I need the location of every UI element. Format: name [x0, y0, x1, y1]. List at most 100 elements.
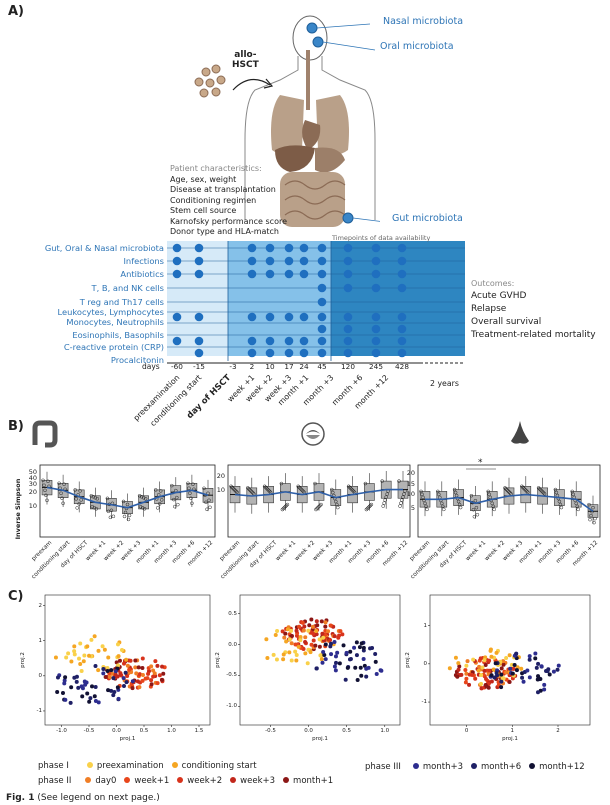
- scatter-frame: [429, 594, 591, 726]
- scatter-point: [323, 642, 328, 647]
- scatter-ytick: -1.0: [226, 703, 237, 710]
- scatter-point: [535, 690, 540, 695]
- scatter-point: [62, 681, 67, 686]
- scatter-point: [55, 675, 60, 680]
- scatter-ytick: 0: [38, 672, 43, 679]
- availability-dot: [397, 283, 407, 293]
- scatter-point: [74, 679, 79, 684]
- boxplot-point: [251, 491, 255, 495]
- scatter-point: [308, 650, 313, 655]
- availability-dot: [265, 243, 275, 253]
- scatter-point: [499, 666, 504, 671]
- boxplot-point: [297, 485, 301, 490]
- availability-dot: [317, 256, 327, 266]
- availability-dot: [397, 324, 407, 334]
- scatter-point: [275, 628, 280, 633]
- scatter-point: [297, 624, 302, 629]
- boxplot-point: [524, 488, 528, 493]
- scatter-point: [309, 617, 314, 622]
- boxplot-point: [127, 513, 132, 518]
- boxplot-point: [346, 484, 351, 489]
- scatter-point: [447, 666, 452, 671]
- boxplot-point: [348, 486, 353, 491]
- timeline-row-label: Antibiotics: [120, 269, 164, 279]
- legend-entry: preexamination: [96, 761, 164, 771]
- boxplot-point: [331, 490, 335, 495]
- scatter-point: [514, 668, 519, 673]
- boxplot-point: [492, 507, 496, 512]
- scatter-point: [319, 653, 324, 658]
- availability-dot: [172, 269, 182, 279]
- timeline-row-label: Monocytes, Neutrophils: [66, 317, 164, 327]
- boxplot-point: [471, 507, 476, 512]
- availability-dot: [247, 269, 257, 279]
- scatter-point: [72, 652, 77, 657]
- scatter-point: [100, 644, 105, 649]
- timeline-timepoint-label: 2 years: [430, 379, 459, 388]
- timeline-chart: Timepoints of data availability Gut, Ora…: [0, 231, 470, 428]
- scatter-point: [332, 664, 337, 669]
- boxplot-point: [575, 504, 579, 509]
- boxplot-point: [526, 490, 530, 495]
- availability-dot: [299, 256, 309, 266]
- availability-dot: [299, 269, 309, 279]
- stem-cells-icon: [194, 64, 274, 98]
- boxplot-point: [442, 507, 446, 512]
- boxplot-point: [189, 496, 193, 501]
- boxplot-point: [591, 505, 595, 510]
- availability-dot: [343, 336, 353, 346]
- patient-characteristic-item: Conditioning regimen: [170, 195, 257, 205]
- boxplot-point: [266, 488, 271, 493]
- boxplot-point: [207, 498, 211, 503]
- boxplot-point: [246, 486, 250, 490]
- legend-swatch: [529, 763, 536, 769]
- scatter-point: [106, 688, 111, 693]
- boxplot-point: [473, 498, 478, 503]
- scatter-point: [364, 666, 369, 671]
- scatter-xtick: 1: [510, 728, 515, 734]
- boxplot-point: [540, 490, 545, 494]
- scatter-point: [140, 678, 145, 683]
- scatter-point: [487, 668, 492, 673]
- availability-dot: [343, 312, 353, 322]
- scatter-point: [507, 679, 512, 684]
- scatter-point: [105, 669, 110, 674]
- boxplot-point: [300, 488, 304, 493]
- scatter-point: [311, 638, 316, 643]
- scatter-point: [482, 658, 487, 663]
- availability-dot: [265, 312, 275, 322]
- timeline-day-tick: 120: [341, 362, 355, 371]
- scatter-point: [336, 635, 341, 640]
- scatter-point: [155, 663, 160, 668]
- boxplot-ytick: 50: [28, 468, 37, 476]
- scatter-point: [82, 653, 87, 658]
- boxplot-point: [248, 488, 252, 492]
- scatter-point: [555, 667, 560, 672]
- boxplot-point: [229, 484, 233, 489]
- scatter-point: [484, 684, 489, 689]
- availability-dot: [284, 312, 294, 322]
- scatter-point: [117, 658, 122, 663]
- boxplot-point: [452, 487, 457, 492]
- legend-swatch: [85, 777, 92, 783]
- boxplot-point: [457, 502, 462, 507]
- scatter-point: [289, 628, 294, 633]
- scatter-point: [501, 662, 506, 667]
- scatter-ytick: 1: [423, 622, 428, 629]
- scatter-point: [111, 693, 116, 698]
- scatter-point: [157, 673, 162, 678]
- scatter-point: [323, 620, 328, 625]
- scatter-point: [300, 620, 305, 625]
- scatter-point: [79, 684, 84, 689]
- timeline-row-label: Gut, Oral & Nasal microbiota: [44, 243, 164, 253]
- scatter-point: [483, 663, 488, 668]
- scatter-point: [151, 674, 156, 679]
- timeline-day-tick: -60: [171, 362, 183, 371]
- boxplot-point: [588, 517, 592, 522]
- scatter-point: [115, 642, 120, 647]
- scatter-point: [133, 665, 138, 670]
- scatter-point: [111, 676, 116, 681]
- scatter-point: [303, 635, 308, 640]
- boxplot-point: [230, 485, 234, 490]
- boxplot-ytick: 5: [410, 504, 415, 512]
